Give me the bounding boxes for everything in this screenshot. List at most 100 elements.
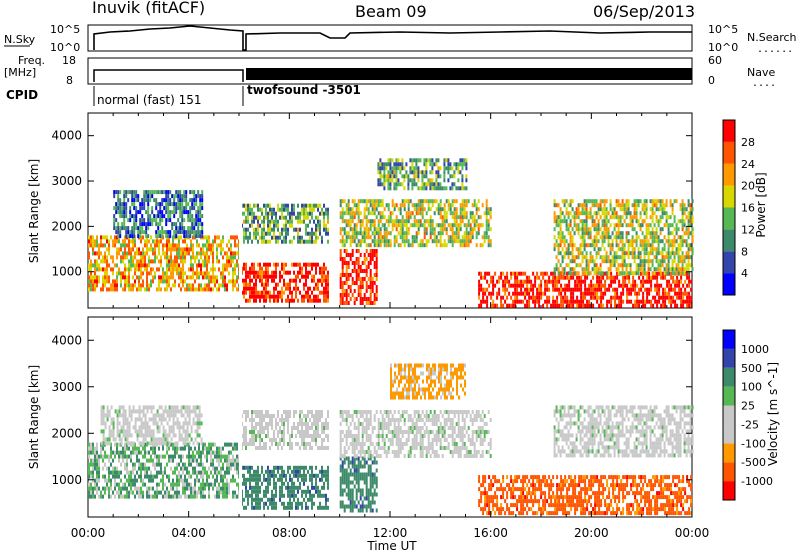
heatmap-cell	[635, 235, 638, 240]
heatmap-cell	[174, 490, 176, 495]
heatmap-cell	[234, 458, 236, 463]
heatmap-cell	[118, 454, 120, 459]
heatmap-cell	[194, 490, 196, 495]
heatmap-cell	[397, 162, 400, 167]
heatmap-cell	[305, 270, 307, 275]
heatmap-cell	[679, 243, 682, 248]
heatmap-cell	[191, 230, 194, 235]
heatmap-cell	[657, 223, 660, 228]
heatmap-cell	[90, 271, 92, 276]
heatmap-cell	[249, 298, 251, 303]
heatmap-cell	[383, 170, 386, 175]
heatmap-cell	[118, 267, 120, 272]
heatmap-cell	[363, 227, 366, 232]
heatmap-cell	[637, 263, 640, 268]
heatmap-cell	[413, 219, 416, 224]
heatmap-cell	[220, 466, 222, 471]
heatmap-cell	[530, 287, 533, 292]
heatmap-cell	[249, 203, 251, 208]
heatmap-cell	[138, 466, 140, 471]
heatmap-cell	[164, 490, 166, 495]
heatmap-cell	[423, 162, 426, 167]
heatmap-cell	[665, 263, 668, 268]
heatmap-cell	[597, 271, 600, 276]
heatmap-cell	[131, 194, 134, 199]
heatmap-cell	[575, 207, 578, 212]
heatmap-cell	[251, 290, 253, 295]
heatmap-cell	[377, 239, 380, 244]
heatmap-cell	[375, 293, 378, 297]
heatmap-cell	[297, 270, 299, 275]
heatmap-cell	[271, 278, 273, 283]
heatmap-cell	[226, 462, 228, 467]
heatmap-cell	[598, 283, 601, 288]
heatmap-cell	[365, 301, 368, 305]
heatmap-cell	[118, 421, 121, 426]
heatmap-cell	[243, 290, 245, 295]
heatmap-cell	[613, 235, 616, 240]
heatmap-cell	[633, 203, 636, 208]
heatmap-cell	[232, 474, 234, 479]
heatmap-cell	[108, 433, 111, 438]
heatmap-cell	[143, 230, 146, 235]
heatmap-cell	[214, 275, 216, 280]
nsky-tick-top: 10^5	[50, 23, 80, 36]
heatmap-cell	[142, 255, 144, 260]
heatmap-cell	[102, 275, 104, 280]
heatmap-cell	[417, 158, 420, 163]
heatmap-cell	[677, 255, 680, 260]
heatmap-cell	[113, 190, 116, 195]
heatmap-cell	[169, 234, 172, 239]
heatmap-cell	[571, 247, 574, 252]
heatmap-cell	[367, 277, 370, 281]
heatmap-cell	[140, 486, 142, 491]
heatmap-cell	[603, 215, 606, 220]
heatmap-cell	[425, 239, 428, 244]
heatmap-cell	[622, 291, 625, 296]
heatmap-cell	[325, 266, 327, 271]
heatmap-cell	[201, 222, 204, 227]
heatmap-cell	[617, 271, 620, 276]
heatmap-cell	[106, 275, 108, 280]
heatmap-cell	[639, 199, 642, 204]
heatmap-cell	[690, 279, 693, 284]
date-title: 06/Sep/2013	[593, 2, 695, 21]
heatmap-cell	[212, 450, 214, 455]
heatmap-cell	[178, 263, 180, 268]
heatmap-cell	[589, 251, 592, 256]
heatmap-cell	[115, 202, 118, 207]
heatmap-cell	[411, 223, 414, 228]
heatmap-cell	[401, 227, 404, 232]
heatmap-cell	[359, 223, 362, 228]
heatmap-cell	[151, 210, 154, 215]
heatmap-cell	[187, 214, 190, 219]
heatmap-cell	[399, 243, 402, 248]
heatmap-cell	[526, 303, 529, 308]
heatmap-cell	[437, 170, 440, 175]
heatmap-cell	[592, 287, 595, 292]
heatmap-cell	[104, 255, 106, 260]
heatmap-cell	[178, 462, 180, 467]
heatmap-cell	[156, 239, 158, 244]
heatmap-cell	[247, 215, 249, 220]
cpid-label: CPID	[6, 88, 38, 102]
heatmap-cell	[594, 291, 597, 296]
heatmap-cell	[90, 259, 92, 264]
heatmap-cell	[397, 207, 400, 212]
heatmap-cell	[132, 466, 134, 471]
heatmap-cell	[595, 211, 598, 216]
heatmap-cell	[691, 251, 694, 256]
heatmap-cell	[455, 219, 458, 224]
heatmap-cell	[273, 270, 275, 275]
heatmap-cell	[571, 215, 574, 220]
heatmap-cell	[563, 235, 566, 240]
heatmap-cell	[561, 231, 564, 236]
heatmap-cell	[321, 270, 323, 275]
heatmap-cell	[686, 291, 689, 296]
heatmap-cell	[689, 231, 692, 236]
heatmap-cell	[180, 446, 182, 451]
heatmap-cell	[620, 283, 623, 288]
heatmap-cell	[609, 263, 612, 268]
heatmap-cell	[291, 262, 293, 267]
